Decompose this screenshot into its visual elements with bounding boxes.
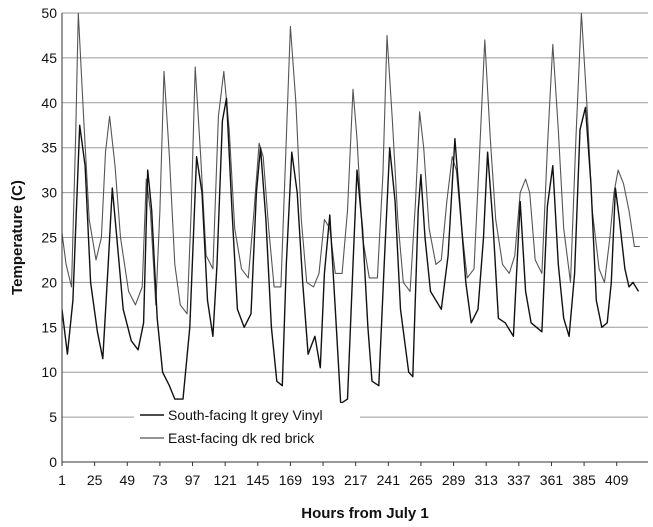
x-tick-label: 385 [572, 472, 596, 488]
legend-label-south-vinyl: South-facing lt grey Vinyl [168, 407, 323, 423]
x-axis-title: Hours from July 1 [301, 505, 429, 522]
series-line-0 [62, 97, 640, 405]
x-tick-label: 289 [442, 472, 466, 488]
x-tick-label: 145 [246, 472, 270, 488]
y-tick-label: 50 [41, 5, 57, 21]
x-tick-label: 313 [475, 472, 499, 488]
y-tick-label: 5 [49, 409, 57, 425]
legend-background [134, 403, 360, 453]
x-tick-label: 25 [87, 472, 103, 488]
x-tick-label: 1 [58, 472, 66, 488]
y-axis-title: Temperature (C) [9, 180, 26, 295]
legend-label-east-brick: East-facing dk red brick [168, 430, 315, 446]
y-tick-label: 25 [41, 230, 57, 246]
y-tick-label: 35 [41, 140, 57, 156]
x-tick-label: 121 [213, 472, 237, 488]
series-line-1 [62, 13, 640, 315]
x-tick-label: 361 [540, 472, 564, 488]
x-tick-label: 409 [605, 472, 629, 488]
legend: South-facing lt grey Vinyl East-facing d… [134, 403, 360, 453]
x-tick-label: 73 [152, 472, 168, 488]
y-tick-labels: 0 5 10 15 20 25 30 35 40 45 50 [41, 5, 57, 470]
y-tick-label: 15 [41, 319, 57, 335]
gridlines [62, 12, 648, 418]
x-tick-label: 217 [344, 472, 368, 488]
series-lines [62, 13, 640, 405]
y-tick-label: 20 [41, 274, 57, 290]
x-tick-label: 241 [377, 472, 401, 488]
y-tick-label: 45 [41, 50, 57, 66]
y-tick-label: 40 [41, 95, 57, 111]
y-tick-label: 0 [49, 454, 57, 470]
x-tick-label: 265 [409, 472, 433, 488]
y-tick-label: 30 [41, 185, 57, 201]
x-tick-labels: 1 25 49 73 97 121 145 169 193 217 241 265 289 313 337 3… [58, 462, 629, 488]
x-tick-label: 337 [507, 472, 531, 488]
x-tick-label: 49 [119, 472, 135, 488]
y-tick-label: 10 [41, 364, 57, 380]
x-tick-label: 169 [279, 472, 303, 488]
x-tick-label: 193 [311, 472, 335, 488]
x-tick-label: 97 [185, 472, 201, 488]
